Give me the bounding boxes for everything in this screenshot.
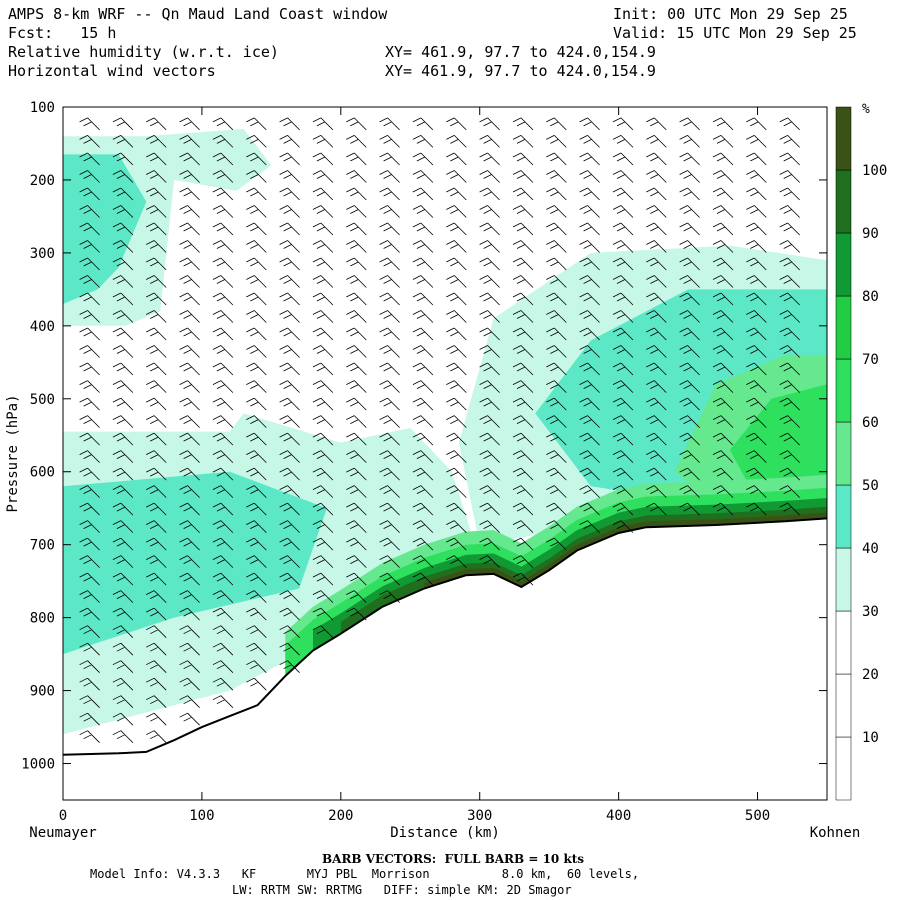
wind-barb-column-46 [112,117,134,743]
header-xy2: XY= 461.9, 97.7 to 424.0,154.9 [385,62,656,80]
wind-barb-column-238 [379,117,400,603]
y-tick-label: 400 [30,319,55,335]
wind-barb-column-94 [179,117,200,726]
wind-barb-column-22 [79,117,100,743]
x-axis-label: Distance (km) [390,825,500,841]
wind-barb-column-526 [779,117,800,516]
y-axis-label: Pressure (hPa) [5,394,21,512]
colorbar-segment [835,421,852,486]
y-tick-label: 100 [30,100,55,116]
colorbar-unit: % [862,102,870,117]
wind-barb-column-214 [346,117,367,621]
header-init: Init: 00 UTC Mon 29 Sep 25 [613,5,848,23]
colorbar-segment [835,295,852,360]
rh-40-upper-left [63,154,147,304]
wind-barb-column-262 [412,117,434,586]
colorbar-label: 90 [862,226,879,242]
footer-model-info: Model Info: V4.3.3 KF MYJ PBL Morrison 8… [90,867,640,881]
x-tick-label: 400 [606,808,631,824]
wind-barb-column-310 [479,117,500,568]
colorbar-label: 20 [862,667,879,683]
x-tick-label: 200 [328,808,353,824]
y-tick-label: 1000 [21,757,55,773]
header-xy1: XY= 461.9, 97.7 to 424.0,154.9 [385,43,656,61]
colorbar-label: 80 [862,289,879,305]
wind-barb-column-142 [246,117,267,691]
colorbar-segment [835,547,852,612]
y-tick-label: 200 [30,173,55,189]
x-start-station: Neumayer [29,825,96,841]
wind-barb-column-502 [746,117,767,516]
y-tick-label: 800 [30,611,55,627]
rh-field [63,117,827,800]
colorbar-segment [835,736,852,801]
plot-frame [62,106,828,801]
colorbar-segment [835,169,852,234]
wind-barb-column-286 [446,117,467,568]
wind-barb-column-454 [679,117,700,516]
x-tick-label: 0 [59,808,67,824]
colorbar-segment [835,106,852,171]
wind-barb-column-166 [279,117,300,673]
wind-barb-column-118 [212,117,234,708]
footer-physics: LW: RRTM SW: RRTMG DIFF: simple KM: 2D S… [232,883,572,897]
colorbar-label: 100 [862,163,887,179]
colorbar-label: 30 [862,604,879,620]
colorbar-label: 60 [862,415,879,431]
y-tick-label: 500 [30,392,55,408]
header-valid: Valid: 15 UTC Mon 29 Sep 25 [613,24,857,42]
wind-barb-column-334 [512,117,534,586]
wind-barb-column-406 [612,117,634,533]
wind-barb-column-70 [146,117,167,743]
x-tick-label: 100 [189,808,214,824]
wind-barb-column-430 [646,117,667,516]
colorbar-segment [835,232,852,297]
wind-barb-column-382 [579,117,600,533]
colorbar-segment [835,484,852,549]
colorbar-label: 40 [862,541,879,557]
colorbar-segment [835,673,852,738]
y-tick-label: 600 [30,465,55,481]
header-fcst: Fcst: 15 h [8,24,117,42]
rh-60-upper-right [729,384,827,501]
wind-barb-column-190 [312,117,334,638]
y-tick-label: 900 [30,684,55,700]
header-field2: Horizontal wind vectors [8,62,216,80]
colorbar-label: 10 [862,730,879,746]
colorbar-label: 70 [862,352,879,368]
wind-barb-column-478 [712,117,734,516]
wind-barb-column-358 [546,117,567,551]
wind-barbs [79,117,800,743]
terrain-line [63,517,827,756]
colorbar-segment [835,358,852,423]
y-tick-label: 300 [30,246,55,262]
terrain-mask [63,518,827,800]
rh-band-100 [424,512,827,589]
x-tick-label: 500 [745,808,770,824]
header-title: AMPS 8-km WRF -- Qn Maud Land Coast wind… [8,5,388,23]
colorbar-segment [835,610,852,675]
colorbar-label: 50 [862,478,879,494]
x-end-station: Kohnen [810,825,861,841]
header-field1: Relative humidity (w.r.t. ice) [8,43,279,61]
x-tick-label: 300 [467,808,492,824]
barb-note: BARB VECTORS: FULL BARB = 10 kts [322,852,585,866]
y-tick-label: 700 [30,538,55,554]
